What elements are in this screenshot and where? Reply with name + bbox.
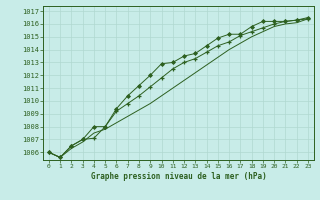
X-axis label: Graphe pression niveau de la mer (hPa): Graphe pression niveau de la mer (hPa): [91, 172, 266, 181]
